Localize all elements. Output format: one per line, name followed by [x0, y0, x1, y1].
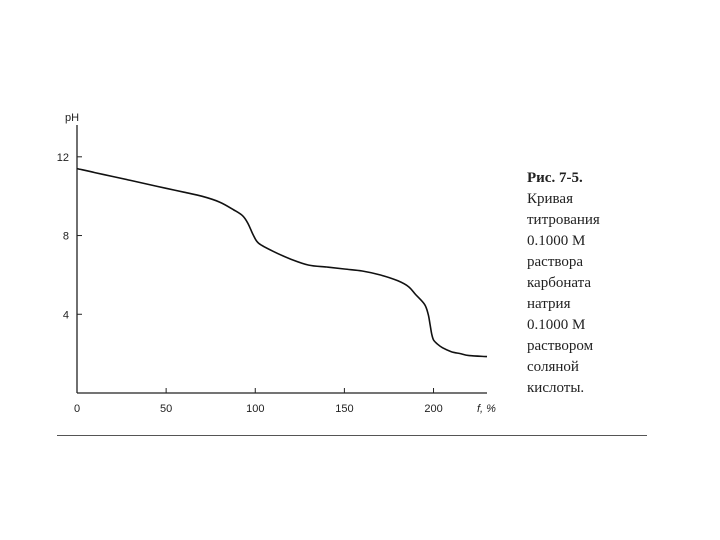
caption-line: карбоната: [527, 275, 592, 291]
y-tick-label: 8: [63, 231, 69, 243]
titration-curve-line: [76, 167, 488, 358]
caption-line: 0.1000 M: [527, 317, 586, 333]
x-axis-label: f, %: [477, 403, 496, 415]
y-tick-label: 4: [63, 309, 69, 321]
caption-line: натрия: [527, 296, 571, 312]
y-axis-label: pH: [65, 112, 79, 124]
chart-marks: [76, 167, 488, 358]
chart-axes: [76, 125, 487, 394]
bottom-divider: [57, 435, 647, 436]
x-tick-label: 50: [160, 403, 172, 415]
figure-caption: Рис. 7-5. Кривая титрования 0.1000 M рас…: [527, 168, 667, 399]
y-tick-label: 12: [57, 152, 69, 164]
caption-line: титрования: [527, 212, 600, 228]
caption-line: раствором: [527, 338, 594, 354]
caption-line: Кривая: [527, 191, 573, 207]
x-tick-label: 200: [424, 403, 442, 415]
caption-line: соляной: [527, 359, 579, 375]
x-tick-label: 100: [246, 403, 264, 415]
caption-line: кислоты.: [527, 380, 585, 396]
x-tick-label: 0: [74, 403, 80, 415]
chart-ticks: 0 50 100 150 200 4 8 12: [57, 152, 443, 415]
caption-line: 0.1000 M: [527, 233, 586, 249]
caption-title: Рис. 7-5.: [527, 170, 583, 186]
x-tick-label: 150: [335, 403, 353, 415]
caption-line: раствора: [527, 254, 584, 270]
